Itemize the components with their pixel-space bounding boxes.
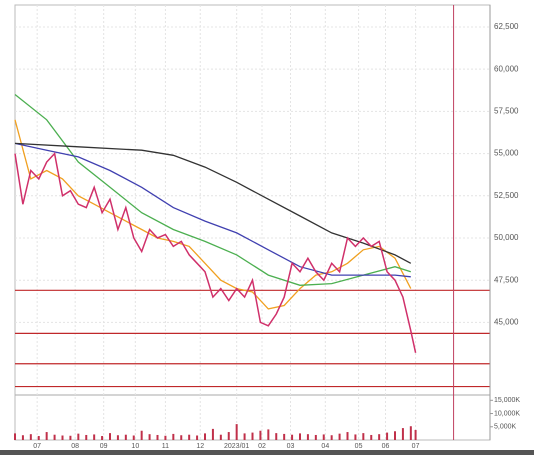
volume-bar [251, 432, 254, 440]
volume-bar [291, 434, 294, 440]
volume-bar [211, 428, 214, 440]
volume-bar [299, 433, 301, 440]
volume-bar [378, 434, 381, 440]
y-tick-label: 47,500 [494, 275, 519, 284]
moving-average [14, 142, 411, 278]
moving-average [14, 142, 412, 264]
x-tick-label: 12 [196, 443, 204, 450]
volume-bar [338, 433, 341, 440]
volume-bar [37, 436, 40, 440]
x-tick-label: 10 [131, 443, 139, 450]
volume-bar [14, 433, 16, 440]
volume-bar [196, 435, 199, 440]
y-tick-label: 60,000 [494, 64, 519, 73]
volume-bar [322, 434, 325, 440]
volume-bar [53, 434, 56, 440]
x-tick-label: 07 [33, 443, 41, 450]
moving-average [14, 93, 411, 286]
volume-bar [259, 430, 262, 440]
volume-bar [85, 434, 88, 440]
price-line [14, 152, 417, 353]
volume-bar [219, 434, 222, 440]
volume-bar [386, 432, 389, 440]
volume-bar [45, 432, 48, 440]
x-tick-label: 04 [321, 443, 329, 450]
volume-bar [61, 435, 64, 440]
x-tick-label: 08 [71, 443, 79, 450]
volume-bar [156, 434, 159, 440]
volume-bar [243, 433, 246, 440]
volume-bar [204, 433, 206, 440]
volume-bar [354, 434, 357, 440]
volume-bar [414, 429, 417, 440]
volume-bar [69, 435, 72, 440]
y-tick-label: 57,500 [494, 106, 519, 115]
volume-bar [401, 428, 404, 440]
volume-bar [109, 433, 111, 440]
volume-bar [330, 435, 333, 440]
x-tick-label: 07 [412, 443, 420, 450]
y-tick-label: 62,500 [494, 22, 519, 31]
volume-bar [29, 434, 32, 440]
volume-bar [275, 433, 278, 440]
volume-bar [116, 435, 119, 440]
volume-bar [394, 431, 396, 440]
moving-average [14, 119, 412, 310]
volume-bar [148, 434, 151, 440]
volume-bar [93, 434, 96, 440]
x-tick-label: 09 [100, 443, 108, 450]
volume-bar [306, 434, 309, 440]
volume-bar [227, 432, 230, 440]
volume-bar [180, 435, 183, 440]
x-tick-label: 11 [162, 443, 169, 450]
bottom-bar [0, 450, 534, 455]
volume-bar [283, 433, 286, 440]
volume-bar [267, 429, 270, 440]
volume-bar [77, 433, 80, 440]
volume-bar [21, 435, 24, 440]
volume-bar [314, 434, 317, 440]
volume-bar [172, 433, 175, 440]
x-tick-label: 03 [287, 443, 295, 450]
volume-bar [346, 432, 349, 440]
volume-tick-label: 5,000K [494, 424, 517, 431]
volume-bar [101, 436, 104, 440]
volume-bar [188, 434, 191, 440]
volume-bar [164, 435, 167, 440]
volume-bar [235, 424, 238, 440]
y-tick-label: 45,000 [494, 318, 519, 327]
volume-bar [140, 430, 143, 440]
volume-tick-label: 15,000K [494, 397, 520, 404]
volume-tick-label: 10,000K [494, 410, 520, 417]
volume-bar [132, 435, 135, 440]
y-tick-label: 55,000 [494, 149, 519, 158]
x-tick-label: 02 [258, 443, 266, 450]
volume-bar [362, 433, 365, 440]
y-tick-label: 50,000 [494, 233, 519, 242]
volume-bar [409, 426, 412, 440]
x-tick-label: 06 [382, 443, 390, 450]
volume-bar [370, 434, 373, 440]
volume-bar [124, 434, 127, 440]
x-tick-label: 2023/01 [224, 443, 249, 450]
x-tick-label: 05 [355, 443, 363, 450]
y-tick-label: 52,500 [494, 191, 519, 200]
